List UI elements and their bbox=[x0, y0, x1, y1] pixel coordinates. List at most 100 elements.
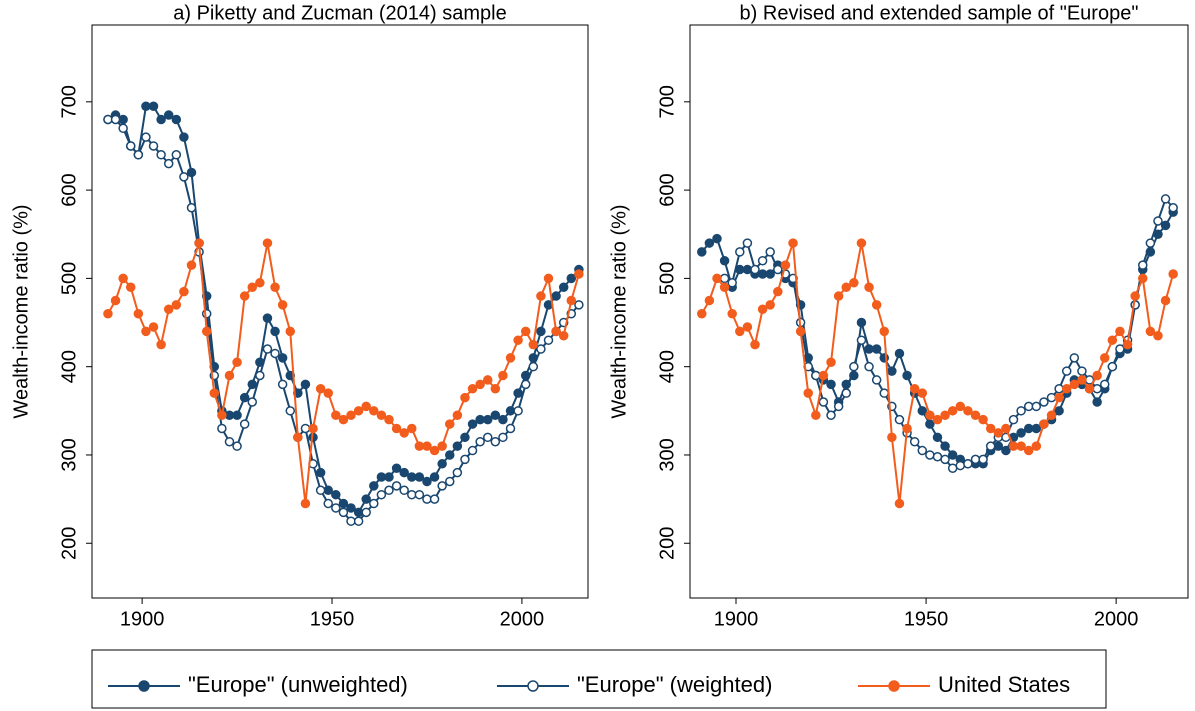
data-point bbox=[414, 489, 425, 500]
data-point bbox=[742, 322, 753, 332]
data-point bbox=[940, 410, 950, 420]
data-point bbox=[1031, 401, 1042, 412]
data-point bbox=[224, 410, 235, 420]
data-point bbox=[551, 291, 561, 301]
data-point bbox=[239, 291, 250, 301]
data-point bbox=[452, 467, 463, 478]
data-point bbox=[1039, 397, 1049, 407]
data-point bbox=[186, 260, 197, 270]
data-point bbox=[856, 317, 867, 328]
data-point bbox=[1031, 441, 1042, 451]
data-point bbox=[879, 326, 890, 337]
data-point bbox=[849, 361, 859, 372]
data-point bbox=[467, 419, 478, 429]
data-point bbox=[103, 308, 113, 319]
data-point bbox=[1160, 194, 1171, 204]
data-point bbox=[712, 233, 722, 244]
data-point bbox=[429, 445, 440, 456]
data-point bbox=[925, 450, 935, 460]
data-point bbox=[993, 441, 1004, 451]
data-point bbox=[110, 114, 121, 125]
data-point bbox=[947, 450, 958, 460]
data-point bbox=[1016, 441, 1026, 451]
data-point bbox=[255, 278, 265, 288]
series-line bbox=[107, 105, 580, 514]
data-point bbox=[118, 273, 128, 284]
data-point bbox=[528, 339, 539, 350]
y-tick-label: 200 bbox=[58, 527, 80, 560]
y-tick-label: 200 bbox=[656, 527, 678, 560]
data-point bbox=[179, 132, 189, 142]
data-point bbox=[735, 247, 745, 257]
data-point bbox=[826, 357, 836, 368]
data-point bbox=[399, 467, 409, 478]
chart-title: b) Revised and extended sample of "Europ… bbox=[740, 2, 1139, 24]
data-point bbox=[460, 392, 470, 403]
data-point bbox=[757, 255, 768, 266]
data-point bbox=[1099, 379, 1110, 390]
data-point bbox=[452, 441, 463, 451]
data-point bbox=[841, 282, 851, 292]
x-tick-label: 2000 bbox=[1094, 608, 1139, 630]
y-tick-label: 400 bbox=[58, 350, 80, 383]
data-point bbox=[232, 410, 242, 420]
data-point bbox=[909, 436, 920, 447]
data-point bbox=[353, 507, 364, 518]
data-point bbox=[475, 379, 485, 390]
data-point bbox=[498, 414, 508, 425]
data-point bbox=[323, 388, 333, 398]
data-point bbox=[323, 498, 333, 509]
data-point bbox=[955, 401, 966, 412]
legend-label: United States bbox=[938, 672, 1070, 697]
data-point bbox=[338, 498, 349, 509]
data-point bbox=[1023, 401, 1034, 412]
data-point bbox=[338, 414, 349, 425]
data-point bbox=[765, 269, 775, 279]
data-point bbox=[1069, 379, 1080, 390]
data-point bbox=[1001, 423, 1011, 434]
legend-box bbox=[91, 649, 1107, 709]
data-point bbox=[353, 406, 364, 416]
data-point bbox=[947, 463, 958, 473]
data-point bbox=[773, 264, 783, 275]
data-point bbox=[255, 370, 265, 381]
data-point bbox=[558, 282, 569, 292]
data-point bbox=[833, 401, 844, 412]
data-point bbox=[970, 454, 981, 465]
data-point bbox=[1092, 370, 1102, 381]
data-point bbox=[727, 308, 737, 319]
data-point bbox=[369, 498, 379, 509]
data-point bbox=[437, 441, 447, 451]
plot-frame bbox=[689, 24, 1189, 599]
data-point bbox=[361, 401, 371, 412]
data-point bbox=[735, 326, 745, 337]
x-tick-label: 1900 bbox=[714, 608, 759, 630]
data-point bbox=[1061, 384, 1072, 394]
data-point bbox=[376, 410, 387, 420]
data-point bbox=[498, 370, 508, 381]
data-point bbox=[323, 485, 333, 496]
data-point bbox=[346, 516, 356, 526]
data-point bbox=[498, 432, 508, 443]
data-point bbox=[1069, 353, 1080, 363]
data-point bbox=[209, 388, 220, 398]
data-point bbox=[543, 335, 554, 345]
data-point bbox=[384, 485, 394, 496]
data-point bbox=[118, 123, 128, 134]
data-point bbox=[482, 414, 493, 425]
data-point bbox=[1046, 392, 1057, 403]
data-point bbox=[399, 485, 409, 496]
data-point bbox=[1077, 375, 1087, 385]
data-point bbox=[1031, 423, 1042, 434]
data-point bbox=[993, 428, 1004, 438]
data-point bbox=[277, 379, 288, 390]
data-point bbox=[1023, 445, 1034, 456]
data-point bbox=[125, 282, 136, 292]
data-point bbox=[520, 379, 531, 390]
data-point bbox=[1061, 366, 1072, 376]
data-point bbox=[719, 255, 730, 266]
data-point bbox=[194, 238, 204, 248]
data-point bbox=[856, 335, 867, 345]
y-tick-label: 300 bbox=[58, 438, 80, 471]
